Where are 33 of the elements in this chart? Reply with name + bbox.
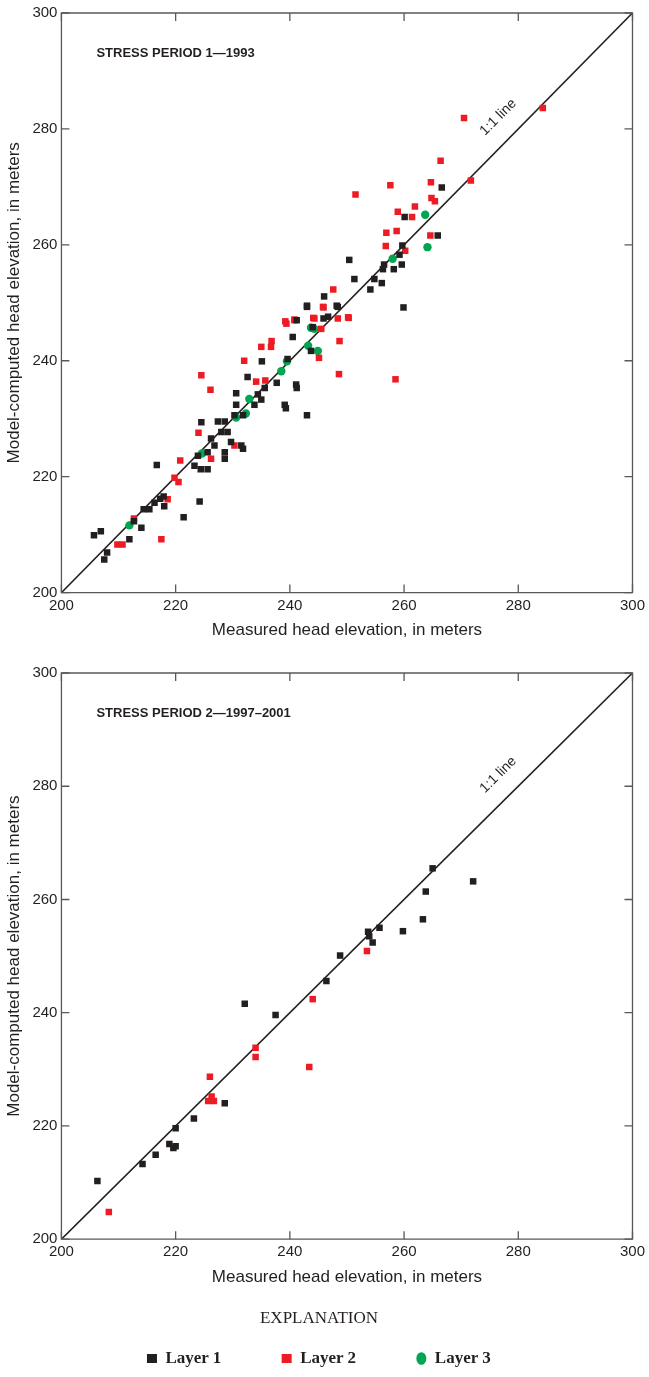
x-tick-label: 260 <box>391 595 417 613</box>
x-axis-title: Measured head elevation, in meters <box>211 1267 483 1287</box>
y-axis-title: Model-computed head elevation, in meters <box>3 142 23 464</box>
y-tick-label: 220 <box>32 1116 58 1134</box>
x-tick-label: 300 <box>619 1242 645 1260</box>
x-tick-label: 240 <box>277 595 303 613</box>
x-axis-title: Measured head elevation, in meters <box>211 620 483 640</box>
x-tick-label: 280 <box>505 1242 531 1260</box>
x-tick-label: 280 <box>505 595 531 613</box>
x-tick-label: 300 <box>619 595 645 613</box>
x-tick-label: 220 <box>163 1242 189 1260</box>
legend-label: Layer 2 <box>300 1347 357 1367</box>
legend-label: Layer 1 <box>165 1347 222 1367</box>
y-tick-label: 280 <box>32 119 58 137</box>
x-tick-label: 260 <box>391 1242 417 1260</box>
y-tick-label: 240 <box>32 1002 58 1020</box>
x-tick-label: 240 <box>277 1242 303 1260</box>
y-tick-label: 280 <box>32 776 58 794</box>
x-tick-label: 220 <box>163 595 189 613</box>
y-tick-label: 260 <box>32 234 58 252</box>
y-axis-title: Model-computed head elevation, in meters <box>3 795 23 1117</box>
y-tick-label: 200 <box>32 582 58 600</box>
text: STRESS PERIOD 2—1997–2001 <box>96 704 291 720</box>
y-tick-label: 300 <box>32 3 58 21</box>
y-tick-label: 220 <box>32 466 58 484</box>
legend-label: Layer 3 <box>434 1347 491 1367</box>
annotation: 1:1 line <box>475 752 520 796</box>
y-tick-label: 240 <box>32 350 58 368</box>
legend-title: EXPLANATION <box>259 1307 379 1327</box>
text: STRESS PERIOD 1—1993 <box>96 44 255 60</box>
annotation: 1:1 line <box>475 94 520 139</box>
y-tick-label: 260 <box>32 889 58 907</box>
y-tick-label: 300 <box>32 663 58 681</box>
